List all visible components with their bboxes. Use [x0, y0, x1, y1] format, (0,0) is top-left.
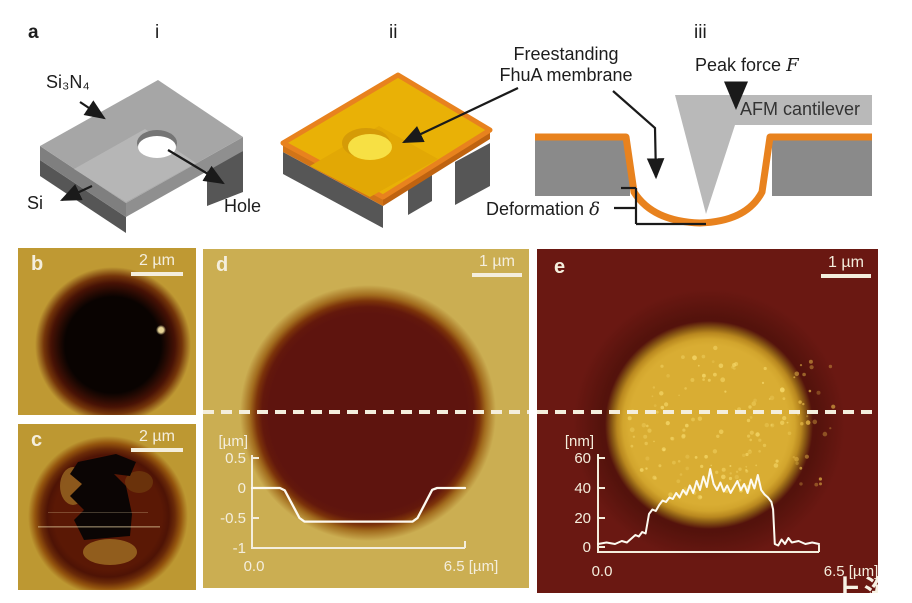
scan-artifact-line-2	[48, 512, 148, 513]
profile-line-e	[537, 410, 878, 414]
afm-image-d-collapsed-membrane: [µm] 0.5 0 -0.5 -1 0.0 6.5 [µm] d 1 µm	[203, 249, 529, 588]
afm-image-e-freestanding-membrane: [nm] 60 40 20 0 0.0 6.5 [µm] e 1 µm 上海	[537, 249, 878, 593]
panel-e-detail: [nm] 60 40 20 0 0.0 6.5 [µm]	[565, 345, 878, 580]
si-label: Si	[27, 193, 44, 213]
freestanding-membrane-patch	[348, 134, 392, 160]
inset-d-ytick-2: -0.5	[220, 510, 246, 527]
chip-side-right	[126, 137, 243, 217]
panel-b-label: b	[31, 253, 44, 275]
peak-force-label: Peak force F	[695, 55, 799, 76]
step-iii-label: iii	[694, 22, 707, 43]
hole-label: Hole	[224, 196, 262, 216]
membrane-recess	[310, 126, 438, 197]
inset-e-ytick-3: 0	[583, 539, 591, 556]
membrane-label-line2: FhuA membrane	[499, 64, 633, 85]
afm-image-b-intact-hole: b 2 µm	[18, 248, 196, 415]
scale-bar-c-line	[131, 447, 183, 452]
inset-d-axes	[251, 455, 465, 549]
step-ii-label: ii	[389, 22, 398, 43]
membrane-label-line1: Freestanding	[513, 44, 619, 64]
force-symbol: F	[786, 55, 799, 76]
inset-d-y-unit: [µm]	[219, 433, 248, 450]
height-profile-inset-e: [nm] 60 40 20 0 0.0 6.5 [µm]	[565, 433, 878, 580]
inset-d-x-last: 6.5 [µm]	[444, 558, 499, 575]
afm-image-c-ruptured-membrane: c 2 µm	[18, 424, 196, 590]
scale-bar-d-line	[472, 272, 522, 277]
scale-bar-e: 1 µm	[821, 254, 871, 278]
afm-cantilever-shape	[675, 95, 872, 214]
inset-e-ytick-1: 40	[574, 480, 591, 497]
membrane-speckles	[627, 345, 836, 500]
hole-opening	[138, 136, 176, 158]
inset-d-ytick-3: -1	[233, 540, 246, 557]
bright-patch-bottom	[83, 539, 137, 565]
membrane-arrow-left	[402, 87, 519, 143]
inset-e-y-unit: [nm]	[565, 433, 594, 450]
panel-d-label: d	[216, 254, 229, 276]
schematic-drawing	[40, 72, 872, 233]
membrane-label: Freestanding FhuA membrane	[466, 44, 666, 85]
inset-e-axes	[597, 454, 819, 553]
panel-e-label: e	[554, 256, 566, 278]
inset-e-ticks	[598, 457, 820, 552]
inset-d-x-first: 0.0	[244, 558, 265, 575]
scale-bar-b-line	[131, 271, 183, 276]
scan-artifact-line	[38, 526, 160, 528]
profile-line-d	[203, 410, 529, 414]
watermark: 上海	[831, 576, 878, 593]
bright-patch-left	[60, 467, 86, 505]
delta-symbol: δ	[589, 199, 600, 220]
step-i-label: i	[155, 22, 160, 43]
chip-i-schematic	[40, 80, 243, 233]
inset-e-x-first: 0.0	[592, 563, 613, 580]
si3n4-arrow	[79, 100, 106, 120]
inset-d-ticks	[252, 457, 466, 548]
substrate-left	[535, 140, 630, 196]
inset-e-ytick-2: 20	[574, 510, 591, 527]
scale-bar-d: 1 µm	[472, 253, 522, 277]
si-arrow	[60, 184, 93, 201]
si3n4-label: Si₃N₄	[46, 72, 90, 92]
scale-bar-b: 2 µm	[131, 252, 183, 276]
si-leg-right-2	[455, 143, 490, 205]
membrane-arrow-right	[612, 90, 665, 180]
si-leg-left-2	[283, 152, 383, 228]
chip-ii-schematic	[280, 72, 519, 228]
cantilever-label: AFM cantilever	[740, 99, 861, 119]
scale-bar-c: 2 µm	[131, 428, 183, 452]
afm-cross-section-schematic	[535, 81, 872, 227]
inset-d-ytick-0: 0.5	[225, 450, 246, 467]
panel-a-label: a	[28, 22, 39, 43]
chip-side-left	[40, 146, 126, 217]
ruptured-hole-blob	[70, 454, 136, 540]
panel-c-label: c	[31, 429, 43, 451]
si-leg-left	[40, 160, 126, 233]
hole-arrow	[167, 149, 225, 185]
inset-d-ytick-1: 0	[238, 480, 246, 497]
height-profile-inset-d: [µm] 0.5 0 -0.5 -1 0.0 6.5 [µm]	[219, 433, 499, 575]
deformation-label: Deformation δ	[486, 199, 600, 220]
substrate-right	[772, 140, 872, 196]
scale-bar-e-line	[821, 273, 871, 278]
inset-e-ytick-0: 60	[574, 450, 591, 467]
deformation-bracket	[614, 186, 706, 226]
height-trace-d	[250, 486, 467, 523]
height-trace-e	[597, 468, 820, 547]
dark-patch-right	[125, 471, 153, 493]
